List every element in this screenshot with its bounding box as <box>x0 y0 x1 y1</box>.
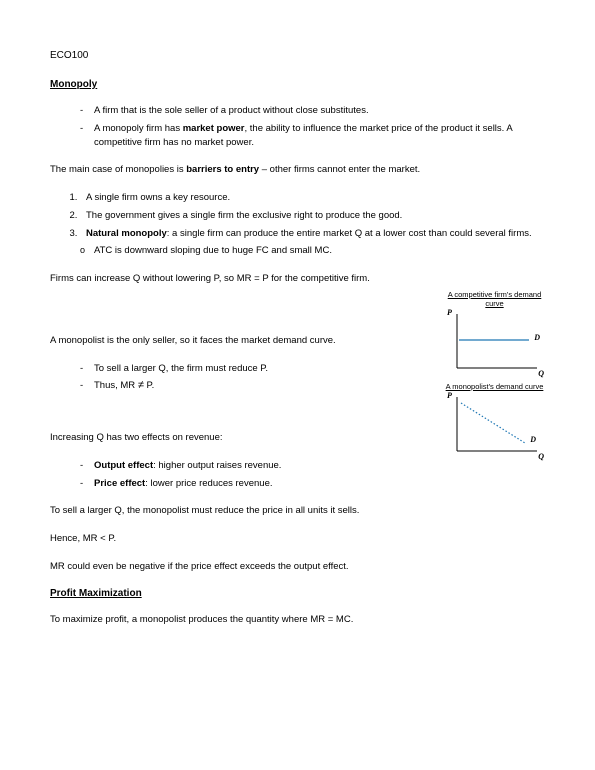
text: : higher output raises revenue. <box>153 460 281 471</box>
curve-d-label: D <box>530 435 536 444</box>
text: A single firm owns a key resource. <box>86 192 230 203</box>
text: : a single firm can produce the entire m… <box>167 228 532 239</box>
list-item: Price effect: lower price reduces revenu… <box>80 477 545 491</box>
section-title-profit: Profit Maximization <box>50 588 545 599</box>
text: The government gives a single firm the e… <box>86 210 402 221</box>
competitive-firm-paragraph: Firms can increase Q without lowering P,… <box>50 272 545 286</box>
axis-q-label: Q <box>538 452 544 461</box>
course-code: ECO100 <box>50 50 545 61</box>
list-item: A monopoly firm has market power, the ab… <box>80 122 545 150</box>
text: A monopoly firm has <box>94 123 183 134</box>
chart1-caption: A competitive firm's demand curve <box>442 290 547 308</box>
text: To maximize profit, a monopolist produce… <box>50 614 353 625</box>
term-barriers: barriers to entry <box>186 164 259 175</box>
curve-d-label: D <box>534 333 540 342</box>
text: The main case of monopolies is <box>50 164 186 175</box>
list-item: The government gives a single firm the e… <box>80 209 545 223</box>
text: Hence, MR < P. <box>50 533 116 544</box>
text: Thus, MR <box>94 380 138 391</box>
axis-q-label: Q <box>538 369 544 378</box>
barriers-paragraph: The main case of monopolies is barriers … <box>50 163 545 177</box>
intro-list: A firm that is the sole seller of a prod… <box>50 104 545 149</box>
text: To sell a larger Q, the firm must reduce… <box>94 363 268 374</box>
list-item: A single firm owns a key resource. <box>80 191 545 205</box>
term-market-power: market power <box>183 123 245 134</box>
chart2-svg <box>447 393 542 459</box>
sub-list: ATC is downward sloping due to huge FC a… <box>50 244 545 258</box>
term-price-effect: Price effect <box>94 478 145 489</box>
barriers-list: A single firm owns a key resource. The g… <box>50 191 545 240</box>
axis-p-label: P <box>447 308 452 317</box>
paragraph: MR could even be negative if the price e… <box>50 560 545 574</box>
text: A firm that is the sole seller of a prod… <box>94 105 369 116</box>
text: Firms can increase Q without lowering P,… <box>50 273 370 284</box>
axis-p-label: P <box>447 391 452 400</box>
text: MR could even be negative if the price e… <box>50 561 349 572</box>
text: – other firms cannot enter the market. <box>259 164 420 175</box>
text: A monopolist is the only seller, so it f… <box>50 335 336 346</box>
list-item: ATC is downward sloping due to huge FC a… <box>80 244 545 258</box>
term-natural-monopoly: Natural monopoly <box>86 228 167 239</box>
paragraph: To maximize profit, a monopolist produce… <box>50 613 545 627</box>
paragraph: Hence, MR < P. <box>50 532 545 546</box>
page: ECO100 Monopoly A firm that is the sole … <box>0 0 595 671</box>
list-item: A firm that is the sole seller of a prod… <box>80 104 545 118</box>
text: ATC is downward sloping due to huge FC a… <box>94 245 332 256</box>
competitive-demand-chart: P Q D <box>447 310 542 376</box>
monopolist-demand-chart: P Q D <box>447 393 542 459</box>
text: : lower price reduces revenue. <box>145 478 272 489</box>
list-item: Natural monopoly: a single firm can prod… <box>80 227 545 241</box>
term-output-effect: Output effect <box>94 460 153 471</box>
text: Increasing Q has two effects on revenue: <box>50 432 223 443</box>
charts-container: A competitive firm's demand curve P Q D … <box>442 290 547 465</box>
text: P. <box>144 380 154 391</box>
chart1-svg <box>447 310 542 376</box>
section-title-monopoly: Monopoly <box>50 79 545 90</box>
chart2-caption: A monopolist's demand curve <box>442 382 547 391</box>
paragraph: To sell a larger Q, the monopolist must … <box>50 504 545 518</box>
text: To sell a larger Q, the monopolist must … <box>50 505 359 516</box>
